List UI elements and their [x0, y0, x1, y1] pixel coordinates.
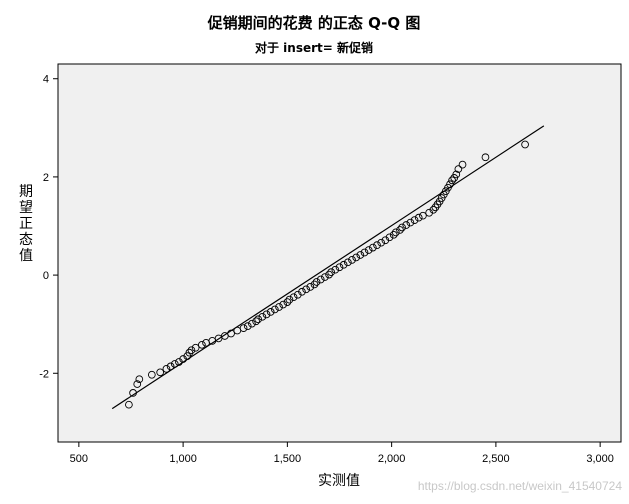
data-point [271, 305, 279, 314]
plot-area [57, 63, 622, 443]
data-point [248, 319, 256, 328]
data-point [162, 365, 171, 373]
data-point [373, 241, 381, 249]
data-point [389, 230, 398, 239]
data-point [419, 211, 427, 220]
data-point [252, 317, 260, 326]
data-point [170, 360, 179, 368]
data-point [343, 258, 352, 267]
x-tick-label: 2,000 [378, 453, 406, 465]
x-axis-label: 实测值 [318, 473, 360, 489]
y-axis: -2 0 2 4 [39, 74, 58, 380]
data-point [191, 343, 200, 352]
data-point [198, 340, 206, 349]
data-point [262, 310, 271, 319]
data-point [369, 243, 377, 252]
x-tick-label: 500 [70, 453, 88, 465]
data-point [481, 153, 490, 162]
data-point [306, 283, 315, 291]
data-point [458, 160, 467, 169]
data-point [310, 280, 319, 289]
data-point [302, 285, 310, 294]
data-point [446, 180, 454, 189]
x-axis: 500 1,000 1,500 2,000 2,500 3,000 [70, 442, 614, 465]
data-point [391, 228, 400, 237]
data-point [452, 170, 461, 179]
data-point [414, 213, 423, 222]
data-point [239, 324, 248, 332]
data-point [275, 303, 283, 311]
data-point [356, 251, 365, 259]
data-point [285, 295, 294, 304]
data-point [125, 400, 133, 409]
data-point [327, 268, 336, 276]
reference-line [111, 125, 545, 410]
data-point [339, 260, 348, 269]
data-point [398, 223, 406, 232]
data-point [187, 346, 196, 355]
data-point [166, 362, 175, 371]
data-point [243, 322, 252, 330]
x-tick-label: 1,000 [169, 453, 197, 465]
data-point [156, 368, 165, 377]
data-point [227, 329, 235, 338]
y-axis-label: 期望正态值 [19, 184, 33, 264]
data-point [331, 265, 340, 274]
data-point [135, 375, 144, 384]
y-tick-label: 4 [43, 74, 49, 86]
data-point [406, 218, 415, 227]
data-point [325, 270, 333, 279]
data-point [410, 216, 419, 224]
data-point [279, 300, 288, 309]
data-point [385, 233, 394, 242]
data-point [396, 226, 404, 234]
data-points [125, 140, 529, 409]
data-point [254, 315, 263, 324]
y-tick-label: -2 [39, 368, 49, 380]
data-point [429, 205, 438, 214]
data-point [129, 389, 137, 397]
data-point [283, 298, 292, 306]
data-point [335, 263, 344, 272]
data-point [258, 312, 267, 321]
x-tick-label: 1,500 [274, 453, 302, 465]
data-point [364, 246, 373, 254]
watermark: https://blog.csdn.net/weixin_41540724 [418, 479, 622, 493]
chart-subtitle: 对于 insert= 新促销 [255, 40, 373, 55]
data-point [298, 287, 306, 296]
chart-title: 促销期间的花费 的正态 Q-Q 图 [207, 14, 421, 32]
data-point [360, 248, 369, 257]
data-point [352, 253, 361, 262]
data-point [147, 370, 156, 379]
data-point [316, 275, 325, 284]
data-point [266, 308, 275, 316]
y-tick-label: 2 [43, 172, 49, 184]
data-point [133, 380, 142, 388]
x-tick-label: 2,500 [482, 453, 510, 465]
data-point [377, 238, 386, 247]
data-point [289, 293, 298, 302]
data-point [448, 176, 456, 185]
x-tick-label: 3,000 [586, 453, 614, 465]
data-point [348, 256, 356, 264]
data-point [312, 278, 321, 286]
data-point [321, 273, 329, 281]
y-tick-label: 0 [43, 270, 49, 282]
data-point [185, 348, 194, 357]
data-point [454, 165, 463, 173]
data-point [402, 221, 411, 229]
data-point [521, 140, 529, 149]
